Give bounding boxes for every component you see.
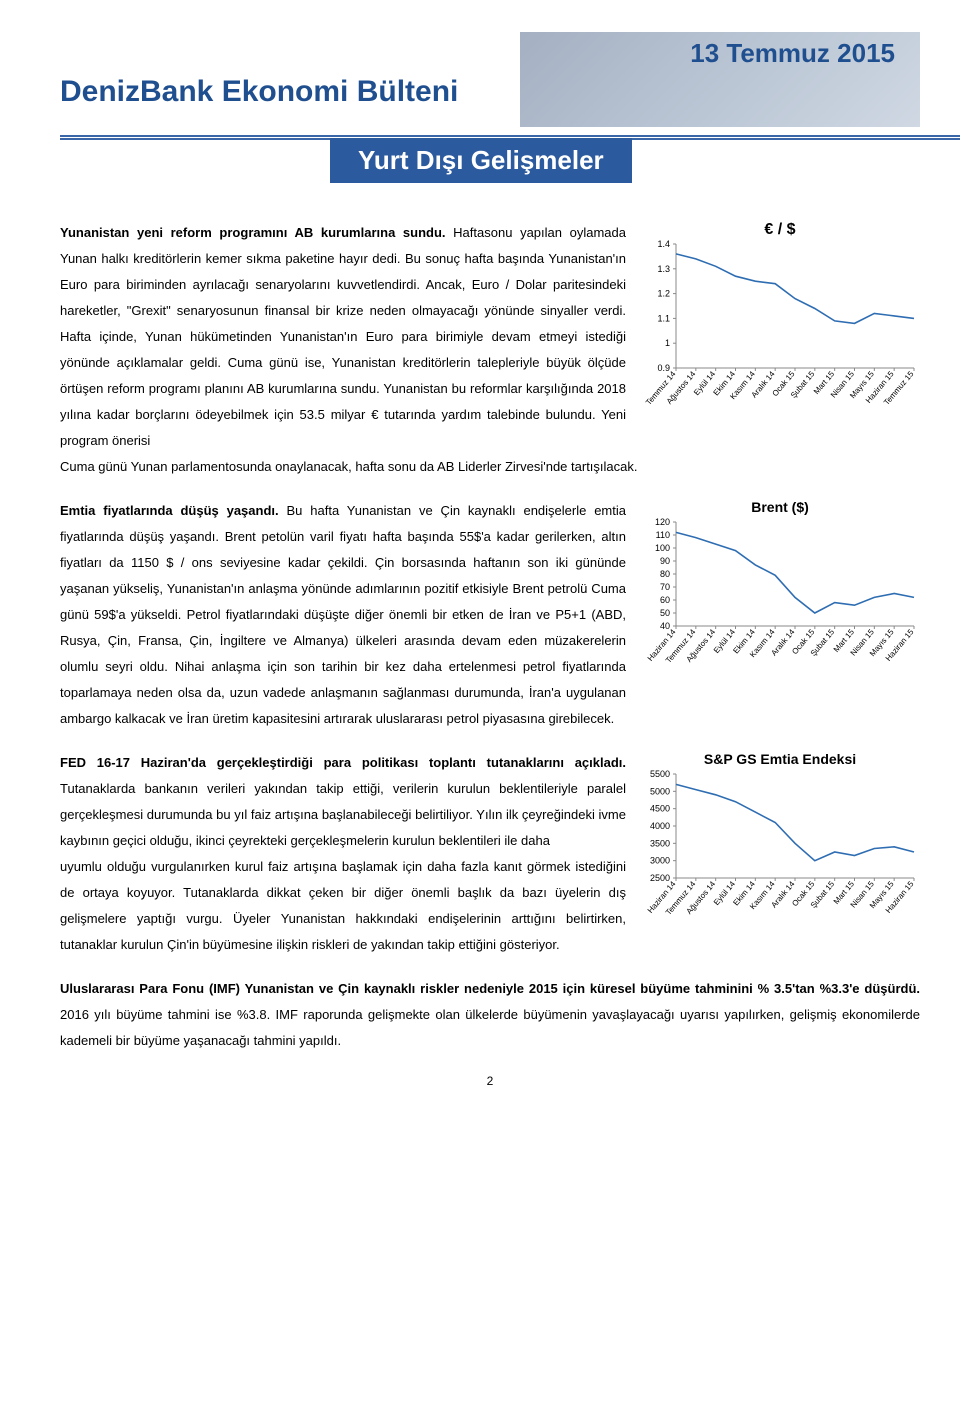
chart-euro-usd: € / $0.911.11.21.31.4Temmuz 14Ağustos 14… xyxy=(640,220,920,420)
content: € / $0.911.11.21.31.4Temmuz 14Ağustos 14… xyxy=(60,220,920,1054)
svg-text:80: 80 xyxy=(660,569,670,579)
svg-text:50: 50 xyxy=(660,608,670,618)
svg-text:100: 100 xyxy=(655,543,670,553)
page-root: 13 Temmuz 2015 DenizBank Ekonomi Bülteni… xyxy=(0,0,960,1108)
bullet-body-full: 2016 yılı büyüme tahmini ise %3.8. IMF r… xyxy=(60,1007,920,1048)
bullet-body-full: Cuma günü Yunan parlamentosunda onaylana… xyxy=(60,454,920,480)
bullet-body-wrapped: Haftasonu yapılan oylamada Yunan halkı k… xyxy=(60,225,626,448)
bullet-item: S&P GS Emtia Endeksi 2500 3000 3500 4000 4500… xyxy=(60,750,920,958)
svg-text:5500: 5500 xyxy=(650,769,670,779)
svg-text:90: 90 xyxy=(660,556,670,566)
svg-text:3000: 3000 xyxy=(650,856,670,866)
svg-text:2500: 2500 xyxy=(650,873,670,883)
bullet-item: € / $0.911.11.21.31.4Temmuz 14Ağustos 14… xyxy=(60,220,920,480)
svg-text:120: 120 xyxy=(655,517,670,527)
bullet-item: Brent ($)405060708090100110120Haziran 14… xyxy=(60,498,920,732)
svg-text:3500: 3500 xyxy=(650,838,670,848)
svg-text:1.3: 1.3 xyxy=(657,264,670,274)
header: 13 Temmuz 2015 DenizBank Ekonomi Bülteni… xyxy=(60,20,920,200)
svg-text:4000: 4000 xyxy=(650,821,670,831)
svg-text:S&P GS Emtia Endeksi: S&P GS Emtia Endeksi xyxy=(704,751,856,767)
svg-text:1.1: 1.1 xyxy=(657,313,670,323)
section-heading: Yurt Dışı Gelişmeler xyxy=(330,138,632,183)
svg-text:1.2: 1.2 xyxy=(657,289,670,299)
svg-text:1: 1 xyxy=(665,338,670,348)
svg-text:60: 60 xyxy=(660,595,670,605)
svg-text:5000: 5000 xyxy=(650,786,670,796)
svg-text:Brent ($): Brent ($) xyxy=(751,499,809,515)
bullet-lead: FED 16-17 Haziran'da gerçekleştirdiği pa… xyxy=(60,755,626,770)
bullet-lead: Emtia fiyatlarında düşüş yaşandı. xyxy=(60,503,279,518)
page-number: 2 xyxy=(60,1074,920,1088)
svg-text:€ / $: € / $ xyxy=(764,221,795,238)
chart-spgs: S&P GS Emtia Endeksi 2500 3000 3500 4000 4500… xyxy=(640,750,920,930)
publication-title: DenizBank Ekonomi Bülteni xyxy=(60,75,458,109)
svg-text:110: 110 xyxy=(656,530,670,540)
svg-text:70: 70 xyxy=(660,582,670,592)
svg-text:1.4: 1.4 xyxy=(657,239,670,249)
svg-text:4500: 4500 xyxy=(650,804,670,814)
bullet-body-wrapped: Bu hafta Yunanistan ve Çin kaynaklı endi… xyxy=(60,503,626,726)
bullet-text: Uluslararası Para Fonu (IMF) Yunanistan … xyxy=(60,976,920,1054)
bullet-body-wrapped: Tutanaklarda bankanın verileri yakından … xyxy=(60,781,626,848)
bullet-lead: Yunanistan yeni reform programını AB kur… xyxy=(60,225,446,240)
date-label: 13 Temmuz 2015 xyxy=(690,38,895,69)
bullet-item: Uluslararası Para Fonu (IMF) Yunanistan … xyxy=(60,976,920,1054)
chart-brent: Brent ($)405060708090100110120Haziran 14… xyxy=(640,498,920,678)
bullet-lead: Uluslararası Para Fonu (IMF) Yunanistan … xyxy=(60,981,920,996)
